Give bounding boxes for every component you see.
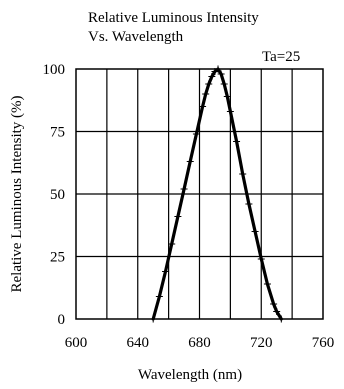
data-point-marker (202, 90, 210, 98)
y-tick-label: 75 (50, 125, 65, 141)
data-point-marker (192, 130, 200, 138)
data-point-marker (273, 308, 281, 315)
x-tick-label: 720 (250, 335, 273, 351)
y-tick-labels: 0 25 50 75 100 (43, 62, 66, 328)
x-tick-label: 680 (188, 335, 211, 351)
data-point-marker (180, 185, 188, 193)
data-point-marker (223, 93, 231, 100)
chart-title-line-2: Vs. Wavelength (88, 29, 184, 45)
data-point-marker (239, 170, 247, 178)
y-tick-label: 100 (43, 62, 66, 78)
data-point-marker (162, 268, 170, 275)
data-point-marker (270, 300, 278, 308)
y-tick-label: 25 (50, 250, 65, 266)
data-point-marker (205, 80, 213, 88)
x-tick-labels: 600 640 680 720 760 (65, 335, 335, 351)
data-point-marker (257, 255, 265, 263)
plot-frame (75, 68, 324, 320)
y-axis-label: Relative Luminous Intensity (%) (9, 95, 25, 292)
x-axis-label: Wavelength (nm) (138, 367, 242, 383)
data-point-marker (186, 158, 194, 165)
grid (76, 69, 323, 319)
data-point-marker (263, 280, 271, 288)
y-tick-label: 0 (58, 312, 66, 328)
data-point-marker (199, 103, 207, 110)
data-point-marker (217, 70, 225, 78)
data-point-marker (155, 293, 163, 300)
chart-title-line-1: Relative Luminous Intensity (88, 10, 259, 26)
x-tick-label: 640 (127, 335, 150, 351)
data-point-marker (168, 240, 176, 248)
data-point-marker (233, 138, 241, 145)
x-tick-label: 600 (65, 335, 88, 351)
x-tick-label: 760 (312, 335, 335, 351)
data-point-marker (251, 228, 259, 235)
data-point-marker (174, 213, 182, 220)
data-point-marker (208, 73, 216, 80)
data-point-marker (220, 80, 228, 88)
data-point-marker (245, 200, 253, 208)
y-tick-label: 50 (50, 187, 65, 203)
data-point-marker (226, 108, 234, 115)
temperature-annotation: Ta=25 (262, 49, 300, 65)
